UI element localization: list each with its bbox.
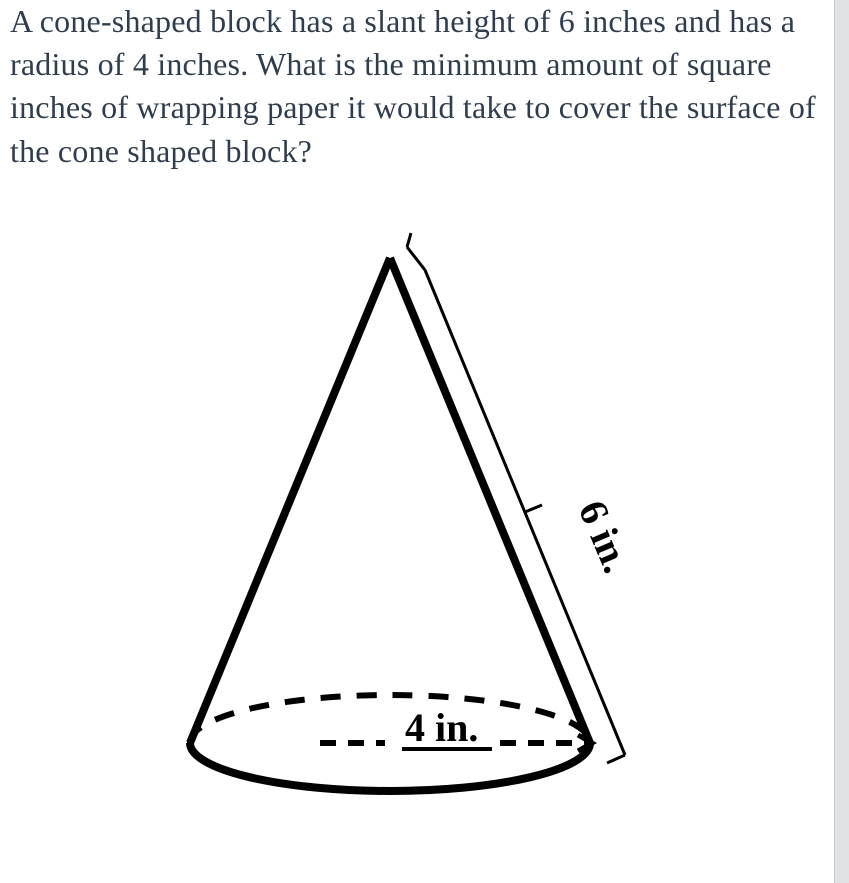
slant-label: 6 in. xyxy=(569,494,639,579)
question-text: A cone-shaped block has a slant height o… xyxy=(10,0,829,173)
base-back-arc xyxy=(190,695,590,743)
base-front-arc xyxy=(190,743,590,791)
cone-svg: 4 in. 6 in. xyxy=(110,203,730,823)
slant-bracket xyxy=(407,233,625,763)
page-container: A cone-shaped block has a slant height o… xyxy=(0,0,849,843)
radius-label: 4 in. xyxy=(405,705,478,750)
scrollbar-track[interactable] xyxy=(834,0,849,883)
cone-right-side xyxy=(390,258,590,743)
cone-figure: 4 in. 6 in. xyxy=(10,203,829,823)
cone-left-side xyxy=(190,258,390,743)
